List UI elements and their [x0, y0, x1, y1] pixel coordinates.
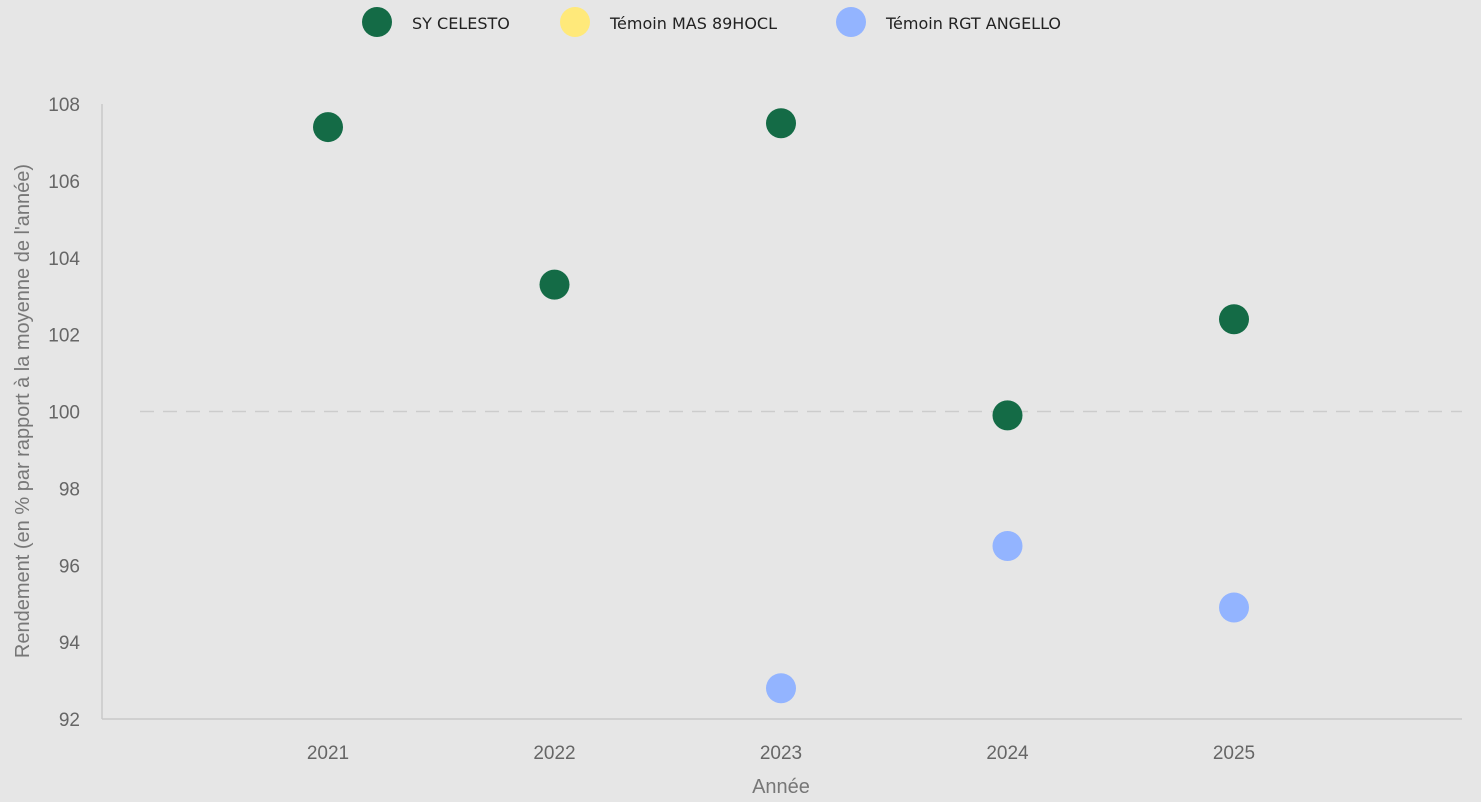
x-tick-label: 2024 — [986, 743, 1029, 764]
y-tick-label: 108 — [48, 95, 80, 116]
x-tick-label: 2025 — [1213, 743, 1255, 764]
data-point-series-1-2024[interactable] — [992, 400, 1023, 431]
x-tick-label: 2022 — [533, 743, 575, 764]
y-tick-label: 106 — [48, 172, 80, 193]
chart-axes — [101, 104, 1462, 720]
data-point-series-1-2023[interactable] — [766, 108, 796, 139]
legend-marker-3[interactable] — [836, 7, 866, 37]
legend-label-2[interactable]: Témoin MAS 89HOCL — [609, 14, 777, 33]
y-axis-title: Rendement (en % par rapport à la moyenne… — [12, 164, 34, 658]
y-tick-label: 98 — [59, 479, 80, 500]
legend-marker-1[interactable] — [362, 7, 392, 37]
y-tick-label: 102 — [48, 326, 80, 347]
y-tick-label: 94 — [59, 633, 81, 654]
x-tick-label: 2021 — [307, 743, 349, 764]
data-point-series-3-2024[interactable] — [992, 531, 1023, 562]
legend-label-1[interactable]: SY CELESTO — [412, 14, 510, 33]
data-point-series-1-2022[interactable] — [539, 269, 570, 300]
x-tick-labels: 2021 2022 2023 2024 2025 — [307, 743, 1255, 764]
data-point-series-3-2025[interactable] — [1219, 592, 1249, 623]
y-tick-label: 92 — [59, 710, 80, 731]
data-point-series-1-2021[interactable] — [313, 112, 343, 143]
y-tick-label: 104 — [48, 249, 80, 270]
data-points — [313, 108, 1249, 704]
x-axis-title: Année — [752, 776, 810, 798]
y-tick-labels: 92 94 96 98 100 102 104 106 108 — [48, 95, 80, 731]
legend-label-3[interactable]: Témoin RGT ANGELLO — [885, 14, 1061, 33]
data-point-series-3-2023[interactable] — [766, 673, 796, 704]
x-tick-label: 2023 — [760, 743, 802, 764]
data-point-series-1-2025[interactable] — [1219, 304, 1249, 335]
legend-marker-2[interactable] — [560, 7, 590, 37]
y-tick-label: 100 — [48, 403, 80, 424]
chart-legend: SY CELESTO Témoin MAS 89HOCL Témoin RGT AN… — [362, 7, 1061, 37]
y-tick-label: 96 — [59, 556, 80, 577]
